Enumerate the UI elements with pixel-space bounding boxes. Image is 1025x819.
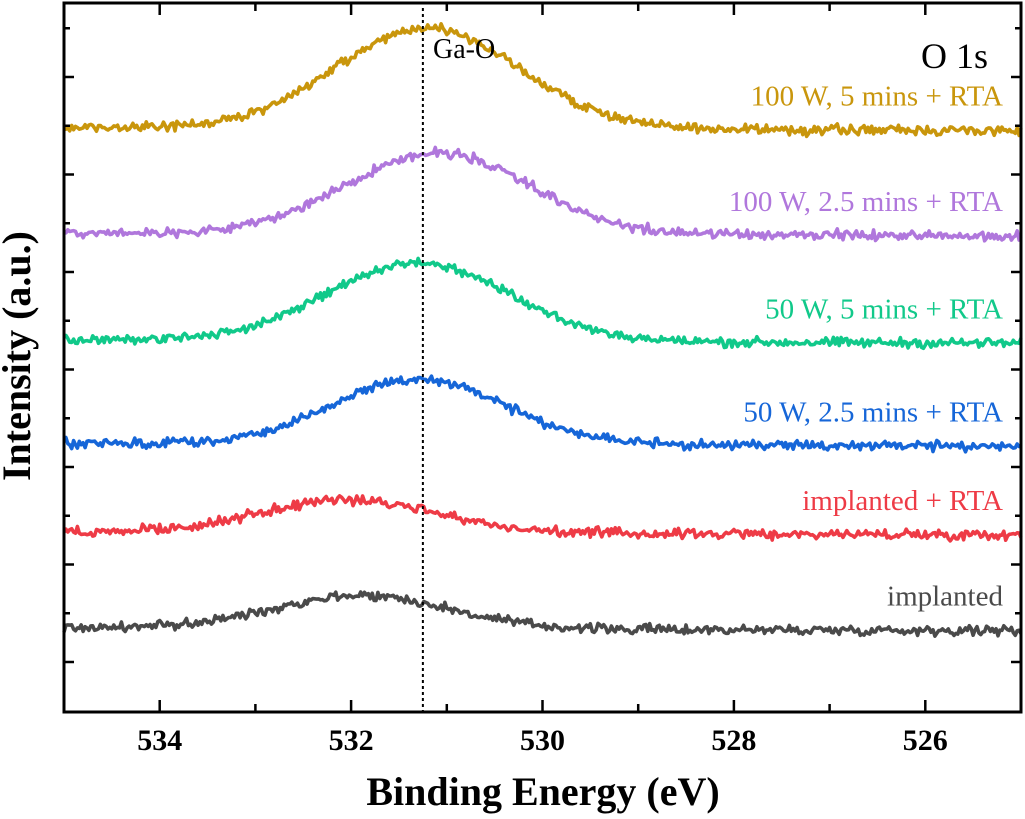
series-label-0: implanted <box>887 581 1003 613</box>
series-label-2: 50 W, 2.5 mins + RTA <box>743 397 1003 429</box>
series-label-5: 100 W, 5 mins + RTA <box>751 81 1003 113</box>
plot-area <box>62 22 1023 638</box>
series-label-3: 50 W, 5 mins + RTA <box>765 293 1003 325</box>
x-tick-label: 530 <box>520 724 565 757</box>
x-axis-ticks: 534 532 530 528 526 <box>62 3 1023 757</box>
y-axis-ticks <box>64 27 1021 664</box>
series-line-4 <box>62 145 1023 243</box>
series-line-1 <box>62 494 1023 543</box>
series-line-2 <box>63 374 1021 454</box>
x-tick-label: 528 <box>711 724 756 757</box>
series-label-1: implanted + RTA <box>802 485 1003 517</box>
series-label-4: 100 W, 2.5 mins + RTA <box>729 186 1003 218</box>
y-axis-title: Intensity (a.u.) <box>0 231 39 481</box>
x-axis-title: Binding Energy (eV) <box>366 769 719 814</box>
series-line-5 <box>63 22 1023 139</box>
x-tick-label: 526 <box>903 724 948 757</box>
series-line-0 <box>62 590 1023 638</box>
panel-label-o1s: O 1s <box>921 36 988 76</box>
series-labels: implanted implanted + RTA 50 W, 2.5 mins +… <box>729 81 1004 613</box>
series-line-3 <box>63 256 1023 351</box>
ga-o-annotation: Ga-O <box>433 34 495 65</box>
x-tick-label: 532 <box>329 724 374 757</box>
x-tick-label: 534 <box>137 724 182 757</box>
